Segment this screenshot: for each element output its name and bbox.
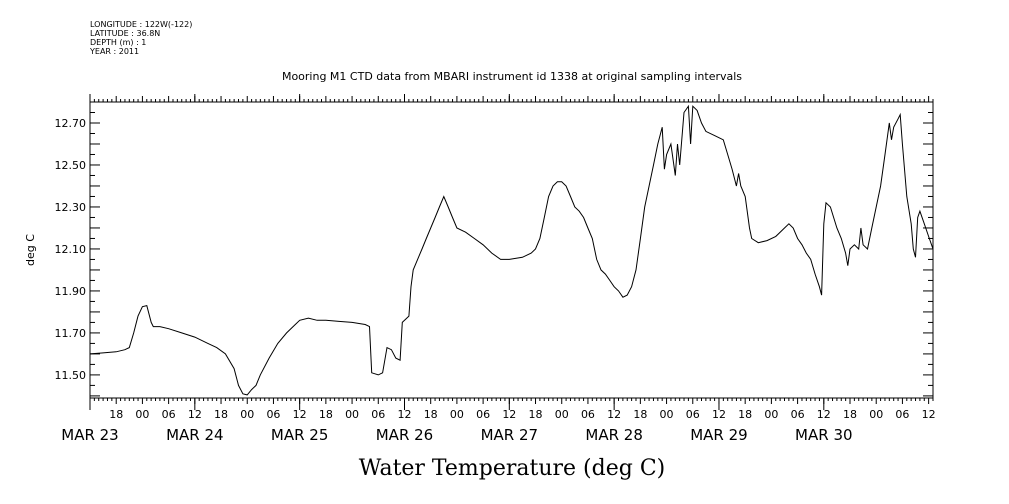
date-label: MAR 24 <box>166 426 223 444</box>
y-tick-label: 11.70 <box>55 327 87 340</box>
x-tick-label: 00 <box>135 408 149 421</box>
x-axis-title: Water Temperature (deg C) <box>359 456 666 481</box>
x-tick-label: 12 <box>607 408 621 421</box>
x-tick-label: 12 <box>922 408 936 421</box>
chart-title: Mooring M1 CTD data from MBARI instrumen… <box>282 70 742 83</box>
x-tick-label: 18 <box>843 408 857 421</box>
temperature-series-line <box>89 104 934 396</box>
x-tick-label: 18 <box>319 408 333 421</box>
year-label: YEAR : 2011 <box>90 47 140 56</box>
metadata-block: LONGITUDE : 122W(-122) LATITUDE : 36.8N … <box>90 20 192 56</box>
longitude-label: LONGITUDE : 122W(-122) <box>90 20 193 29</box>
x-tick-label: 06 <box>581 408 595 421</box>
y-tick-label: 12.10 <box>55 243 87 256</box>
depth-label: DEPTH (m) : 1 <box>90 38 147 47</box>
y-tick-label: 12.50 <box>55 159 87 172</box>
x-tick-label: 00 <box>869 408 883 421</box>
date-label: MAR 28 <box>585 426 642 444</box>
date-label: MAR 27 <box>481 426 538 444</box>
x-tick-label: 00 <box>240 408 254 421</box>
x-tick-label: 06 <box>162 408 176 421</box>
x-tick-label: 00 <box>345 408 359 421</box>
y-tick-label: 12.30 <box>55 201 87 214</box>
plot-frame <box>89 101 934 399</box>
x-tick-label: 12 <box>293 408 307 421</box>
axes: 18 00 06 12 18 00 06 12 18 00 06 12 18 00 06 12 18 00 06 12… <box>55 94 936 444</box>
y-axis-label: deg C <box>24 234 37 266</box>
x-tick-label: 06 <box>266 408 280 421</box>
date-label: MAR 23 <box>61 426 118 444</box>
x-tick-label: 18 <box>529 408 543 421</box>
date-label: MAR 30 <box>795 426 852 444</box>
y-tick-label: 11.90 <box>55 285 87 298</box>
x-tick-label: 18 <box>214 408 228 421</box>
y-tick-label: 11.50 <box>55 369 87 382</box>
x-tick-label: 12 <box>817 408 831 421</box>
x-tick-label: 18 <box>109 408 123 421</box>
x-tick-label: 12 <box>397 408 411 421</box>
x-tick-label: 12 <box>502 408 516 421</box>
x-tick-label: 18 <box>424 408 438 421</box>
y-tick-label: 12.70 <box>55 117 87 130</box>
x-tick-label: 06 <box>686 408 700 421</box>
x-tick-label: 06 <box>895 408 909 421</box>
x-tick-label: 18 <box>738 408 752 421</box>
x-tick-label: 12 <box>188 408 202 421</box>
date-label: MAR 29 <box>690 426 747 444</box>
x-tick-label: 00 <box>450 408 464 421</box>
x-tick-label: 18 <box>633 408 647 421</box>
x-tick-label: 00 <box>555 408 569 421</box>
latitude-label: LATITUDE : 36.8N <box>90 29 161 38</box>
x-tick-label: 12 <box>712 408 726 421</box>
x-tick-label: 00 <box>764 408 778 421</box>
date-label: MAR 25 <box>271 426 328 444</box>
x-tick-label: 06 <box>476 408 490 421</box>
x-tick-label: 00 <box>660 408 674 421</box>
x-tick-label: 06 <box>791 408 805 421</box>
date-label: MAR 26 <box>376 426 433 444</box>
x-tick-label: 06 <box>371 408 385 421</box>
